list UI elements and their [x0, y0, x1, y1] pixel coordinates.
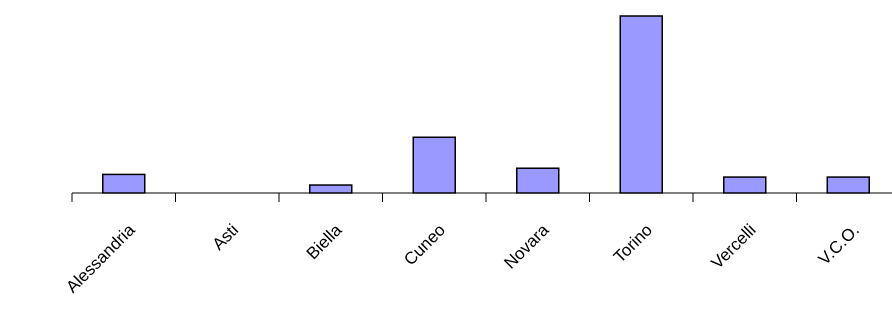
bars-group [102, 15, 870, 194]
x-tick-label: Torino [610, 220, 656, 266]
x-tick-labels: Alessandria Asti Biella Cuneo Novara Torino Ve… [62, 220, 863, 297]
bar-vercelli [723, 176, 767, 194]
bar-torino [619, 15, 663, 194]
x-tick-label: Asti [209, 220, 242, 253]
x-tick-label: Vercelli [707, 220, 759, 272]
x-tick-label: Cuneo [400, 220, 449, 269]
x-tick-label: Novara [500, 220, 553, 273]
bar-cuneo [412, 136, 456, 194]
x-tick-label: Biella [303, 220, 346, 263]
bar-novara [516, 167, 560, 194]
bar-v-c-o [826, 176, 870, 194]
x-tick-label: V.C.O. [815, 220, 863, 268]
bar-biella [309, 184, 353, 194]
x-axis [71, 192, 892, 202]
x-tick-label: Alessandria [62, 220, 139, 297]
bar-alessandria [102, 173, 146, 194]
